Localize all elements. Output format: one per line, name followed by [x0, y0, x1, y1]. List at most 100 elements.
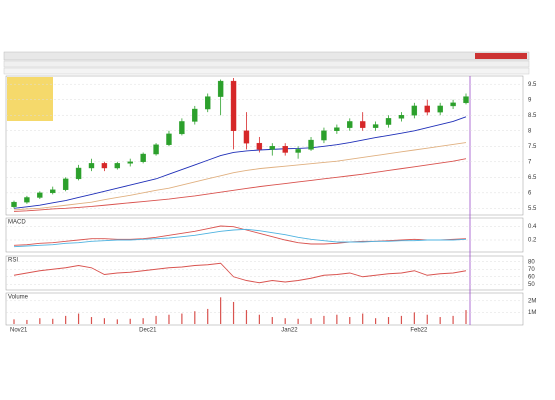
bar: [362, 313, 364, 324]
y-tick-label: 1M: [528, 310, 536, 316]
bar: [232, 301, 235, 324]
candle-body: [424, 105, 430, 113]
bar: [194, 311, 196, 324]
candle-body: [282, 146, 288, 153]
candle-body: [75, 167, 82, 180]
bar: [103, 318, 105, 324]
candle-body: [385, 118, 392, 125]
y-tick-label: 2M: [528, 298, 536, 304]
panel-title: MACD: [8, 220, 26, 226]
candle-body: [463, 96, 469, 104]
y-tick-label: 7: [528, 159, 532, 165]
bar: [181, 313, 183, 324]
rsi-panel: [5, 255, 524, 291]
candle-body: [347, 121, 353, 128]
bar: [142, 318, 144, 324]
panel-title: Volume: [8, 295, 29, 301]
info-box: [7, 77, 53, 121]
candle-body: [140, 153, 146, 162]
candle-body: [308, 139, 314, 150]
bar: [77, 313, 80, 324]
y-tick-label: 6.5: [528, 175, 537, 181]
y-tick-label: 60: [528, 274, 535, 280]
candle-body: [50, 189, 56, 194]
bar: [323, 315, 325, 324]
y-tick-label: 9: [528, 97, 532, 103]
candle-body: [256, 142, 263, 150]
volume-panel: [5, 292, 524, 326]
bar: [245, 310, 248, 324]
candle-body: [37, 192, 43, 198]
candle-body: [101, 163, 108, 169]
bar: [207, 308, 209, 324]
bar: [387, 317, 390, 324]
candle-body: [334, 127, 340, 131]
panel-title: RSI: [8, 258, 18, 264]
candle-body: [166, 133, 172, 145]
candle-body: [62, 178, 69, 190]
y-tick-label: 8: [528, 128, 532, 134]
bar: [26, 319, 28, 324]
bar: [426, 314, 428, 324]
line: [13, 262, 467, 284]
y-tick-label: 7.5: [528, 144, 537, 150]
candle-body: [192, 108, 198, 122]
candle-body: [372, 124, 379, 128]
line: [13, 142, 467, 211]
bar: [297, 318, 299, 324]
bar: [129, 318, 131, 324]
toolbar-badge: [475, 53, 527, 59]
line: [13, 116, 467, 209]
y-tick-label: 0.2: [528, 238, 537, 244]
bar: [168, 314, 170, 324]
bar: [284, 318, 286, 324]
line: [13, 158, 467, 212]
candle-body: [88, 163, 95, 169]
bar: [39, 318, 41, 324]
price-panel: [5, 75, 524, 216]
bar: [452, 315, 454, 324]
bar: [375, 318, 377, 324]
candle-body: [217, 80, 224, 97]
candle-body: [450, 102, 456, 107]
candle-body: [359, 121, 366, 128]
x-tick-label: Nov21: [10, 328, 28, 334]
bar: [439, 317, 441, 324]
candle-body: [269, 146, 275, 150]
bar: [413, 312, 415, 324]
bar: [13, 319, 15, 324]
bar: [220, 297, 222, 324]
candle-body: [114, 163, 121, 169]
y-tick-label: 70: [528, 267, 535, 273]
bar: [400, 315, 403, 324]
bar: [349, 317, 351, 324]
toolbar[interactable]: [3, 67, 530, 75]
candle-body: [24, 197, 30, 203]
candle-body: [321, 130, 327, 141]
y-tick-label: 50: [528, 282, 535, 288]
bar: [310, 318, 312, 324]
y-tick-label: 9.5: [528, 82, 537, 88]
candle-body: [11, 201, 17, 207]
bar: [90, 317, 93, 324]
bar: [465, 310, 467, 324]
toolbar[interactable]: [3, 60, 530, 68]
title-bar: [3, 51, 530, 61]
x-tick-label: Feb22: [410, 328, 428, 334]
candle-body: [205, 96, 211, 110]
y-tick-label: 8.5: [528, 113, 537, 119]
line: [13, 225, 467, 246]
candle-body: [243, 130, 250, 144]
candle-body: [295, 149, 301, 153]
line: [13, 228, 467, 248]
bar: [52, 318, 54, 324]
bar: [258, 314, 260, 324]
bar: [271, 317, 273, 324]
y-tick-label: 80: [528, 259, 535, 265]
bar: [336, 314, 338, 324]
candle-body: [437, 105, 443, 113]
bar: [116, 319, 118, 324]
y-tick-label: 6: [528, 190, 532, 196]
candle-body: [398, 115, 405, 119]
